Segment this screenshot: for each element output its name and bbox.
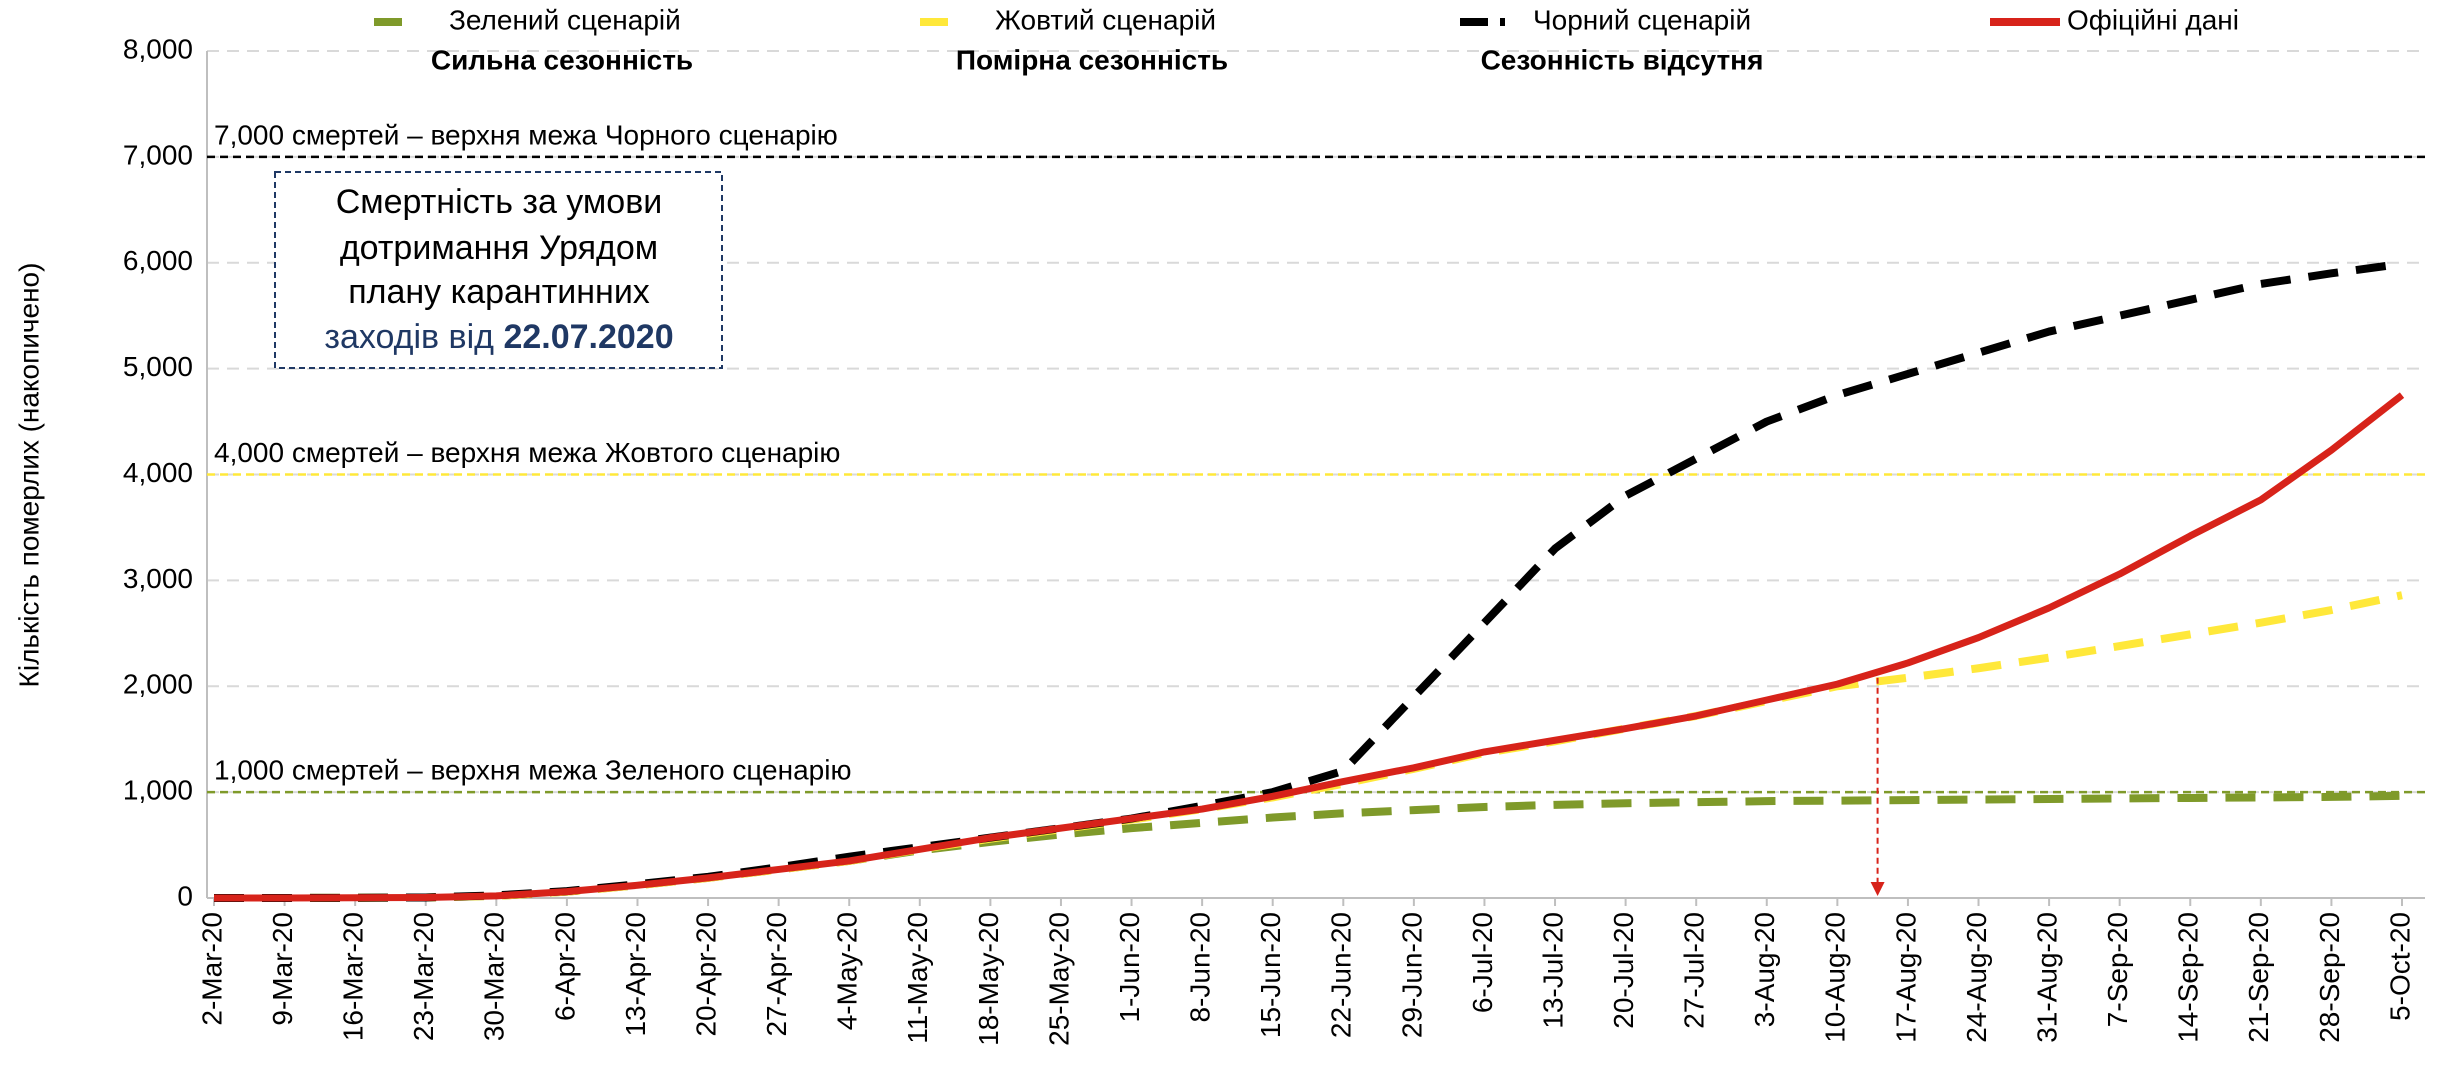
legend-subtitle: Помірна сезонність: [956, 44, 1228, 75]
legend-subtitle: Сезонність відсутня: [1481, 44, 1764, 75]
x-tick-label: 9-Mar-20: [267, 912, 298, 1026]
x-tick-label: 25-May-20: [1043, 912, 1074, 1046]
x-tick-label: 20-Jul-20: [1608, 912, 1639, 1029]
x-tick-label: 4-May-20: [832, 912, 863, 1030]
legend-label: Офіційні дані: [2067, 4, 2239, 35]
x-tick-label: 27-Apr-20: [761, 912, 792, 1037]
reference-label: 7,000 смертей – верхня межа Чорного сцен…: [214, 119, 838, 150]
x-tick-label: 27-Jul-20: [1679, 912, 1710, 1029]
y-tick-label: 4,000: [123, 457, 193, 488]
y-tick-label: 0: [177, 880, 193, 911]
x-tick-label: 24-Aug-20: [1961, 912, 1992, 1043]
y-tick-label: 5,000: [123, 351, 193, 382]
reference-label: 1,000 смертей – верхня межа Зеленого сце…: [214, 755, 851, 786]
annotation-text: Смертність за умови: [336, 183, 663, 221]
x-tick-label: 5-Oct-20: [2384, 912, 2415, 1021]
x-tick-label: 3-Aug-20: [1749, 912, 1780, 1027]
y-tick-label: 6,000: [123, 245, 193, 276]
x-tick-label: 16-Mar-20: [338, 912, 369, 1041]
x-tick-label: 21-Sep-20: [2243, 912, 2274, 1043]
y-tick-label: 3,000: [123, 563, 193, 594]
annotation-text: заходів від: [324, 318, 503, 356]
y-axis-label: Кількість померлих (накопичено): [13, 263, 44, 688]
x-tick-label: 11-May-20: [902, 912, 933, 1044]
x-tick-label: 14-Sep-20: [2173, 912, 2204, 1043]
reference-label: 4,000 смертей – верхня межа Жовтого сцен…: [214, 437, 840, 468]
x-tick-label: 15-Jun-20: [1255, 912, 1286, 1038]
x-tick-label: 17-Aug-20: [1890, 912, 1921, 1043]
annotation-box: [274, 171, 723, 369]
x-tick-label: 23-Mar-20: [408, 912, 439, 1041]
x-tick-label: 22-Jun-20: [1326, 912, 1357, 1038]
x-tick-label: 28-Sep-20: [2314, 912, 2345, 1043]
x-tick-label: 2-Mar-20: [196, 912, 227, 1026]
x-tick-label: 13-Apr-20: [620, 912, 651, 1037]
y-tick-label: 7,000: [123, 139, 193, 170]
x-tick-label: 18-May-20: [973, 912, 1004, 1046]
x-tick-label: 29-Jun-20: [1396, 912, 1427, 1038]
x-tick-label: 31-Aug-20: [2031, 912, 2062, 1043]
annotation-text: дотримання Урядом: [340, 229, 658, 267]
series-line: [214, 591, 2403, 902]
annotation-text: заходів від 22.07.2020: [324, 318, 673, 356]
y-tick-label: 1,000: [123, 775, 193, 806]
x-tick-label: 6-Jul-20: [1467, 912, 1498, 1013]
x-tick-label: 1-Jun-20: [1114, 912, 1145, 1023]
y-tick-label: 8,000: [123, 33, 193, 64]
x-tick-label: 10-Aug-20: [1820, 912, 1851, 1043]
annotation-text: плану карантинних: [348, 273, 650, 311]
x-tick-label: 6-Apr-20: [549, 912, 580, 1021]
arrow-head: [1870, 882, 1885, 896]
x-tick-label: 13-Jul-20: [1537, 912, 1568, 1029]
x-tick-label: 20-Apr-20: [690, 912, 721, 1037]
series-line: [214, 791, 2403, 902]
legend-subtitle: Сильна сезонність: [431, 44, 693, 75]
x-tick-label: 7-Sep-20: [2102, 912, 2133, 1027]
legend-label: Чорний сценарій: [1533, 4, 1751, 35]
x-tick-label: 30-Mar-20: [479, 912, 510, 1041]
x-tick-label: 8-Jun-20: [1185, 912, 1216, 1023]
series-line: [214, 392, 2405, 902]
annotation-bold: 22.07.2020: [503, 318, 673, 356]
legend-label: Зелений сценарій: [449, 4, 681, 35]
legend-label: Жовтий сценарій: [995, 4, 1216, 35]
y-tick-label: 2,000: [123, 669, 193, 700]
